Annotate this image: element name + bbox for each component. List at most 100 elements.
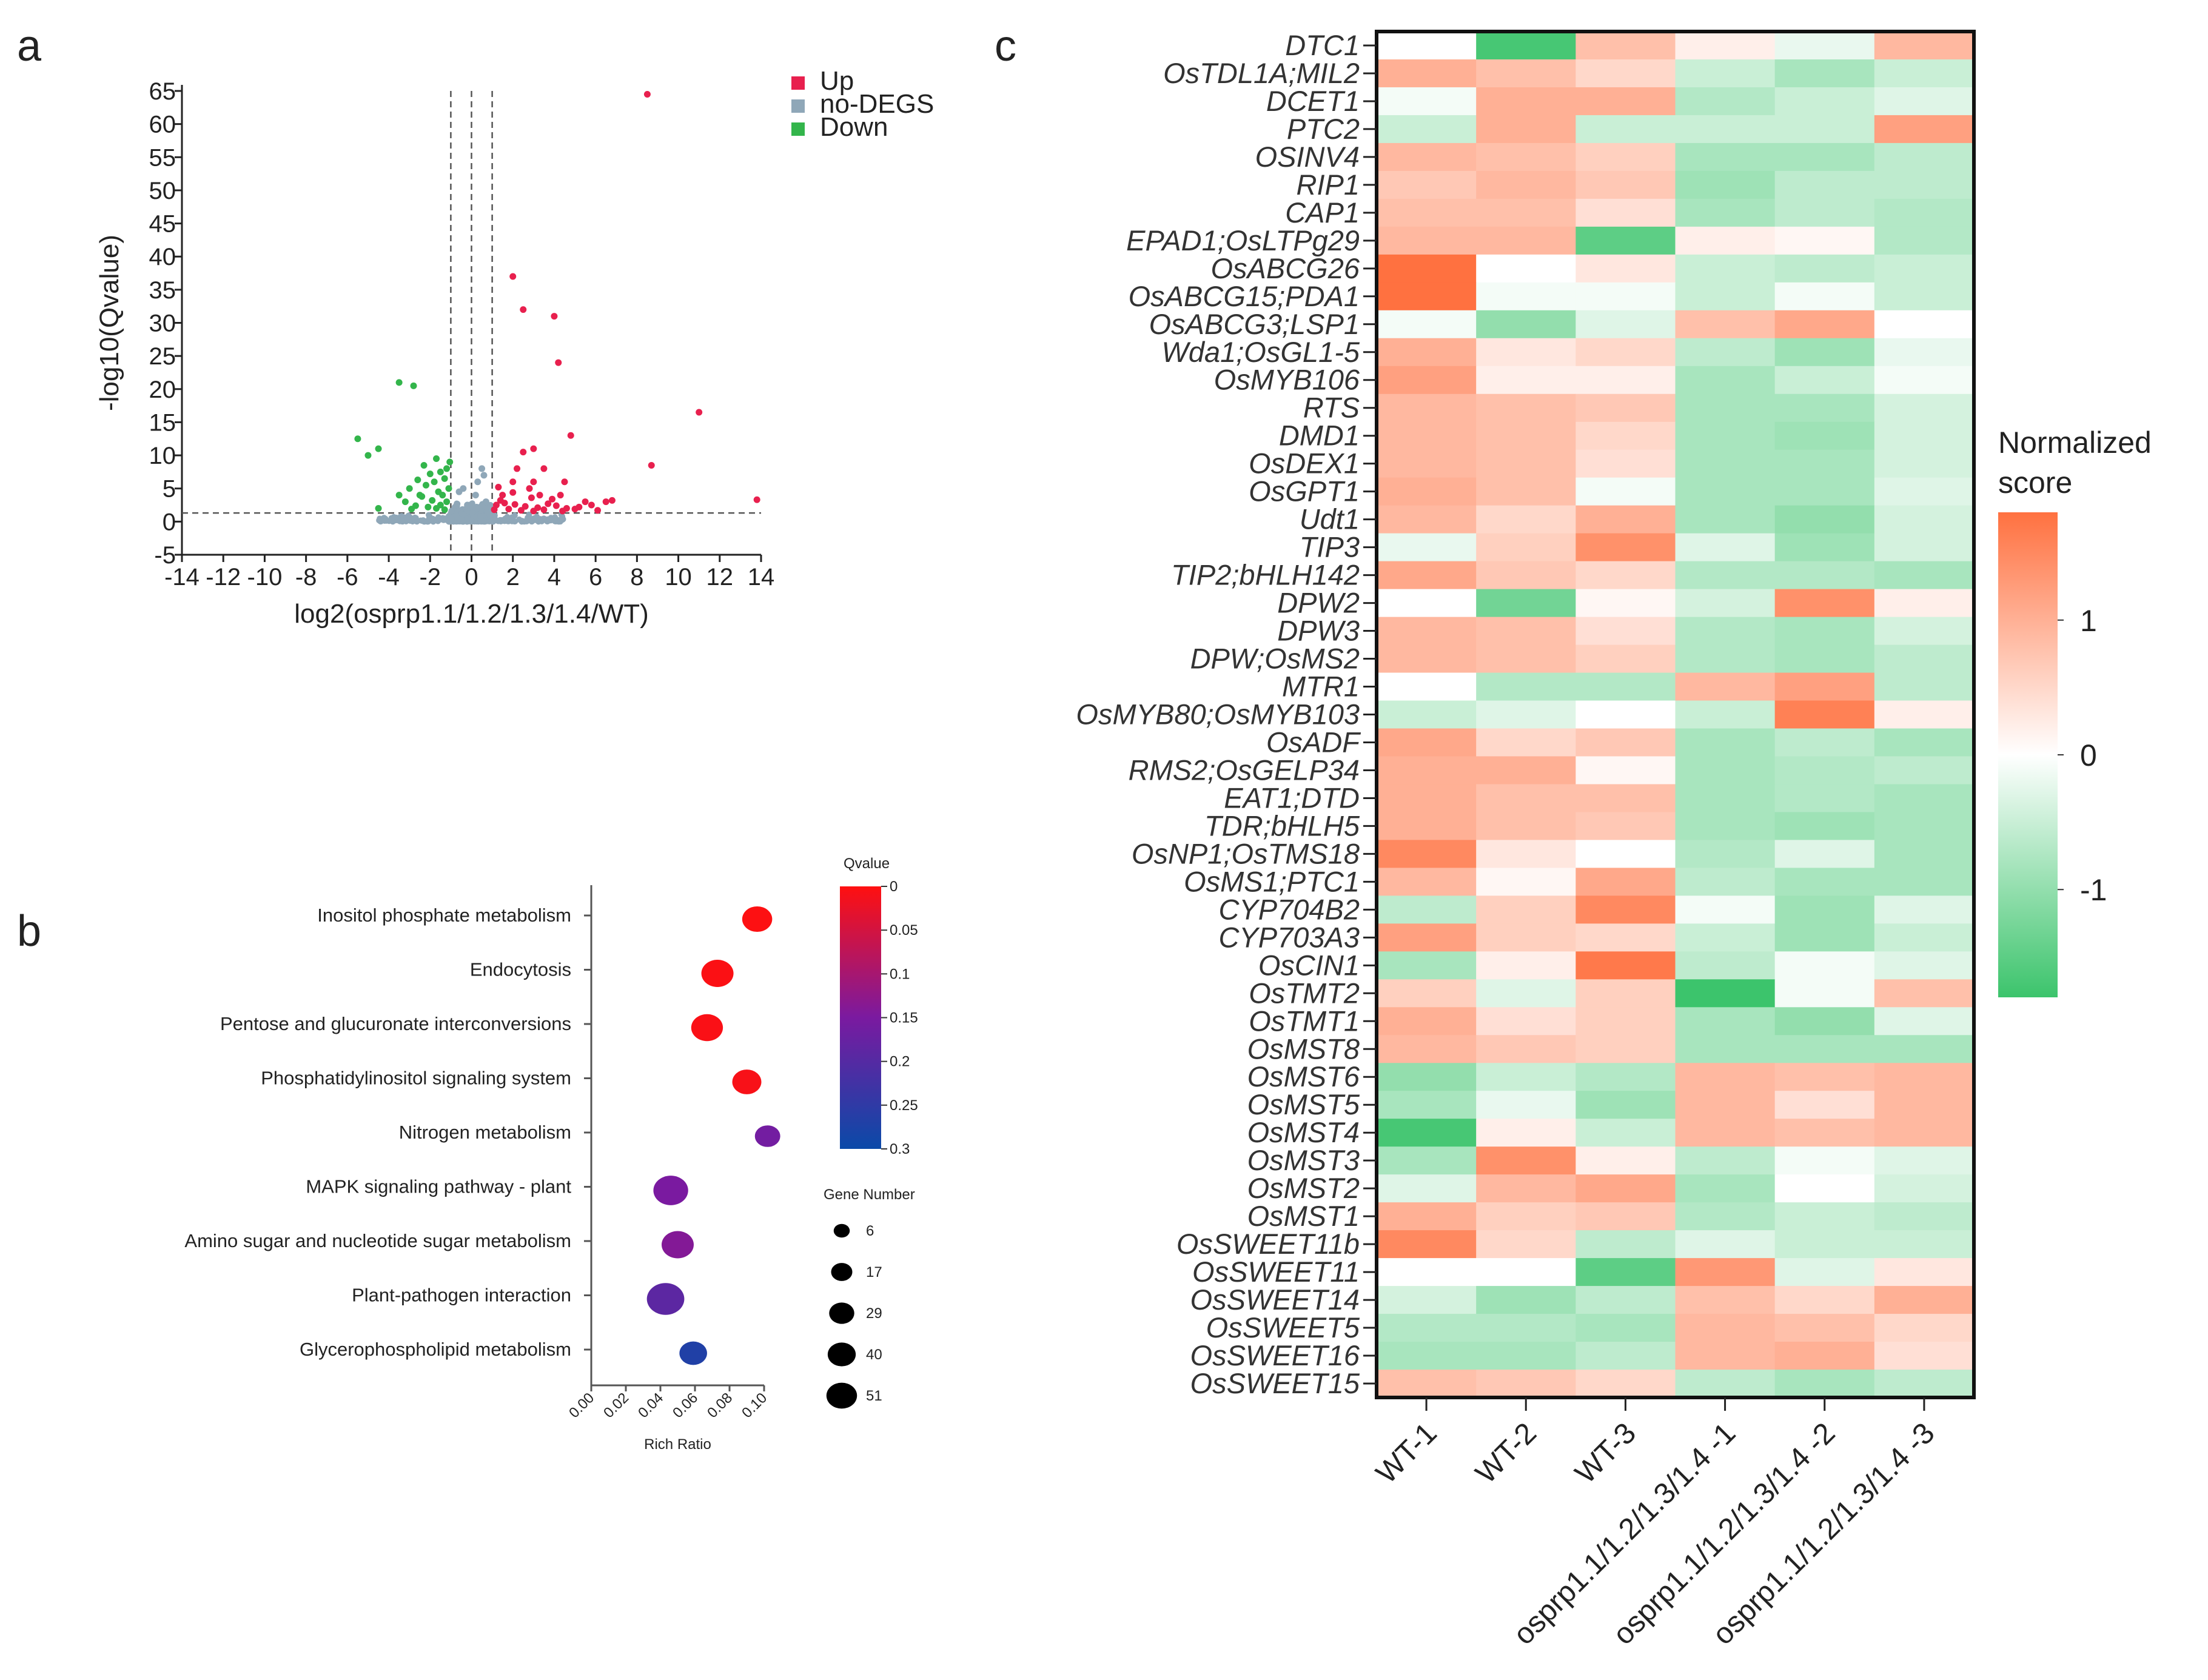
- heatmap-cell: [1476, 310, 1576, 339]
- volcano-background-point: [428, 517, 434, 523]
- heatmap-row-label: RIP1: [1297, 169, 1360, 201]
- heatmap-cell: [1377, 170, 1477, 199]
- heatmap-cell: [1874, 1370, 1975, 1398]
- heatmap-cell: [1675, 812, 1776, 841]
- heatmap-cell: [1774, 393, 1875, 423]
- heatmap-row-label: CAP1: [1285, 196, 1360, 229]
- heatmap-cell: [1874, 115, 1975, 144]
- volcano-point-up: [643, 90, 651, 98]
- heatmap-cell: [1377, 198, 1477, 227]
- heatmap-cell: [1675, 310, 1776, 339]
- volcano-point-down: [443, 465, 451, 472]
- heatmap-cell: [1476, 59, 1576, 88]
- heatmap-cell: [1774, 951, 1875, 980]
- colorbar-title-line1: Normalized: [1998, 426, 2152, 460]
- volcano-y-tick-label: 55: [149, 144, 176, 171]
- heatmap-row-label: OsSWEET11b: [1176, 1228, 1360, 1260]
- volcano-point-down: [395, 379, 403, 386]
- heatmap-cell: [1874, 226, 1975, 255]
- kegg-category-label: Pentose and glucuronate interconversions: [220, 1013, 571, 1034]
- kegg-category-label: Nitrogen metabolism: [399, 1122, 571, 1143]
- heatmap-row-label: OsDEX1: [1249, 447, 1360, 480]
- heatmap-cell: [1874, 1258, 1975, 1287]
- heatmap-cell: [1575, 366, 1676, 395]
- heatmap-cell: [1377, 1063, 1477, 1091]
- heatmap-col-label: WT-2: [1469, 1417, 1543, 1490]
- heatmap-cell: [1377, 784, 1477, 813]
- heatmap-cell: [1476, 533, 1576, 562]
- heatmap-cell: [1774, 198, 1875, 227]
- kegg-qvalue-tick-label: 0.3: [890, 1141, 910, 1157]
- heatmap-row-label: OsTMT2: [1249, 977, 1360, 1009]
- volcano-y-tick-label: 15: [149, 409, 176, 436]
- heatmap-cell: [1874, 198, 1975, 227]
- heatmap-cell: [1575, 1258, 1676, 1287]
- heatmap-cell: [1774, 115, 1875, 144]
- volcano-point-down: [431, 478, 438, 486]
- volcano-point-down: [433, 505, 440, 512]
- heatmap-cell: [1575, 1230, 1676, 1259]
- heatmap-cell: [1675, 1314, 1776, 1342]
- heatmap-row-label: OsMST1: [1247, 1200, 1360, 1232]
- heatmap-cell: [1874, 32, 1975, 60]
- volcano-legend-label: no-DEGS: [820, 89, 934, 119]
- panel-c-letter: c: [995, 22, 1016, 70]
- heatmap-cell: [1575, 1146, 1676, 1175]
- heatmap-cell: [1575, 895, 1676, 924]
- volcano-point-down: [439, 492, 446, 499]
- volcano-point-down: [441, 506, 448, 514]
- heatmap-row-label: MTR1: [1282, 671, 1360, 703]
- kegg-size-legend-dot: [829, 1302, 854, 1324]
- volcano-point-down: [437, 468, 444, 475]
- volcano-point-up: [526, 485, 533, 492]
- volcano-x-tick-label: 6: [589, 564, 602, 591]
- volcano-point-up: [545, 500, 552, 507]
- heatmap-cell: [1575, 310, 1676, 339]
- heatmap-cell: [1575, 170, 1676, 199]
- heatmap-cell: [1575, 561, 1676, 590]
- kegg-size-legend-dot: [827, 1342, 856, 1367]
- volcano-point-up: [540, 506, 548, 514]
- heatmap-cell: [1476, 421, 1576, 450]
- heatmap-cell: [1774, 868, 1875, 896]
- heatmap-cell: [1476, 282, 1576, 311]
- volcano-point-up: [530, 478, 537, 486]
- heatmap-cell: [1476, 812, 1576, 841]
- kegg-qvalue-tick-label: 0.25: [890, 1097, 918, 1114]
- volcano-y-tick-label: 45: [149, 211, 176, 238]
- volcano-y-tick-label: 20: [149, 376, 176, 403]
- kegg-qvalue-tick-label: 0.15: [890, 1010, 918, 1026]
- volcano-point-up: [509, 489, 517, 496]
- kegg-size-legend-label: 51: [866, 1388, 882, 1404]
- volcano-y-tick-label: 25: [149, 343, 176, 370]
- volcano-y-label: -log10(Qvalue): [95, 235, 124, 411]
- heatmap-cell: [1476, 1314, 1576, 1342]
- heatmap-cell: [1377, 254, 1477, 283]
- heatmap-row-label: OsADF: [1266, 726, 1361, 758]
- volcano-point-down: [395, 492, 403, 499]
- kegg-bubble: [732, 1069, 762, 1094]
- volcano-point-down: [429, 497, 436, 504]
- heatmap-cell: [1377, 310, 1477, 339]
- heatmap-cell: [1675, 170, 1776, 199]
- volcano-point-no-degs: [455, 488, 463, 495]
- heatmap-row-label: OsNP1;OsTMS18: [1132, 837, 1360, 869]
- volcano-point-up: [594, 507, 602, 514]
- heatmap-cell: [1774, 617, 1875, 646]
- heatmap-cell: [1675, 338, 1776, 367]
- heatmap-cell: [1874, 282, 1975, 311]
- heatmap-cell: [1476, 700, 1576, 729]
- volcano-background-point: [532, 515, 539, 522]
- heatmap-cell: [1774, 784, 1875, 813]
- volcano-point-down: [418, 493, 426, 500]
- heatmap-cell: [1575, 226, 1676, 255]
- heatmap-cell: [1675, 561, 1776, 590]
- heatmap-cell: [1874, 868, 1975, 896]
- volcano-x-tick-label: 0: [465, 564, 478, 591]
- heatmap-cell: [1675, 756, 1776, 785]
- heatmap-cell: [1774, 533, 1875, 562]
- heatmap-cell: [1774, 1202, 1875, 1231]
- heatmap-cell: [1476, 589, 1576, 618]
- volcano-x-tick-label: -2: [419, 564, 441, 591]
- volcano-background-point: [469, 509, 475, 516]
